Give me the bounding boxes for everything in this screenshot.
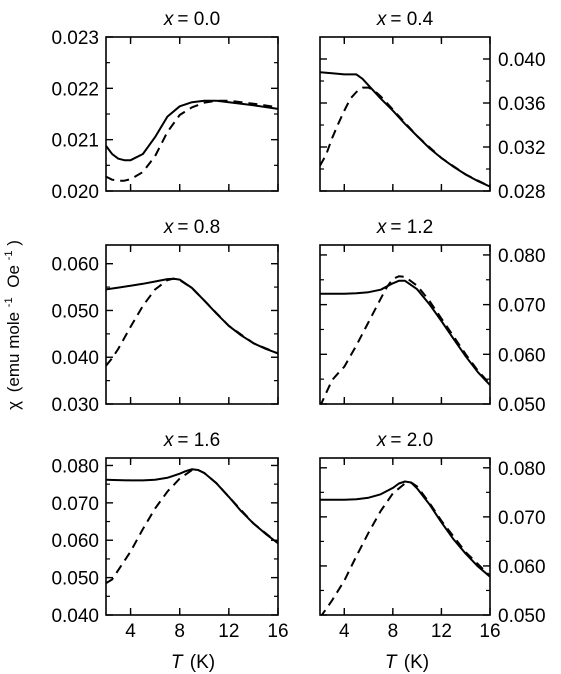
plot-frame [105, 457, 279, 616]
panel-3: 0.050 0.060 0.070 0.080 x = 1.2 [319, 217, 546, 416]
y-tick-label: 0.050 [498, 606, 546, 627]
y-tick-label: 0.022 [51, 79, 99, 100]
y-tick-label: 0.020 [51, 182, 99, 203]
y-tick-label: 0.032 [498, 138, 546, 159]
x-axis-label-right: T (K) [385, 652, 429, 673]
series-line-solid [320, 480, 490, 578]
y-tick-label: 0.070 [498, 508, 546, 529]
panel-title-value: = 0.8 [177, 217, 220, 238]
panel-title: x = 0.0 [163, 9, 220, 30]
series-line-dashed [106, 99, 278, 182]
panel-title-value: = 1.6 [177, 430, 220, 451]
panel-title-value: = 0.0 [177, 9, 220, 30]
plot-frame [319, 457, 491, 616]
panel-4: 4 8 12 16 0.040 0.050 0.060 0.070 0.080 x = 1.6 [51, 430, 288, 642]
panel-title: x = 1.6 [163, 430, 220, 451]
y-tick-label: 0.050 [51, 301, 99, 322]
y-tick-label: 0.070 [51, 494, 99, 515]
x-tick-label: 16 [479, 621, 500, 642]
y-tick-label: 0.040 [51, 606, 99, 627]
y-tick-label: 0.080 [498, 246, 546, 267]
panel-title-var: x [163, 9, 175, 30]
x-tick-label: 8 [388, 621, 399, 642]
panel-title-var: x [376, 9, 388, 30]
x-tick-label: 8 [174, 621, 185, 642]
plot-frame [105, 244, 279, 405]
panel-title-var: x [163, 217, 175, 238]
series-line-solid [320, 71, 490, 188]
x-axis-label-left: T (K) [171, 652, 215, 673]
y-tick-label: 0.080 [51, 456, 99, 477]
x-tick-label: 12 [218, 621, 239, 642]
series-line-solid [106, 99, 278, 162]
plot-frame [319, 36, 491, 192]
series-line-dashed [320, 275, 490, 404]
panel-title: x = 0.8 [163, 217, 220, 238]
y-axis-label: χ (emu mole -1 Oe -1 ) [0, 240, 23, 410]
y-tick-label: 0.060 [51, 531, 99, 552]
panel-title-value: = 1.2 [390, 217, 433, 238]
panel-title-var: x [376, 217, 388, 238]
series-line-solid [320, 279, 490, 386]
y-tick-label: 0.040 [51, 348, 99, 369]
y-tick-label: 0.070 [498, 296, 546, 317]
y-tick-label: 0.060 [51, 255, 99, 276]
x-tick-label: 4 [125, 621, 136, 642]
y-tick-label: 0.060 [498, 557, 546, 578]
plot-frame [105, 36, 279, 192]
x-tick-label: 12 [431, 621, 452, 642]
panel-0: 0.020 0.021 0.022 0.023 x = 0.0 [51, 9, 279, 203]
panel-title-value: = 0.4 [390, 9, 433, 30]
series-line-dashed [320, 481, 490, 615]
y-tick-label: 0.060 [498, 345, 546, 366]
series-line-solid [106, 468, 278, 544]
panel-1: 0.028 0.032 0.036 0.040 x = 0.4 [319, 9, 546, 203]
y-tick-label: 0.023 [51, 28, 99, 49]
y-tick-label: 0.036 [498, 94, 546, 115]
y-tick-label: 0.080 [498, 459, 546, 480]
panel-title: x = 2.0 [376, 430, 433, 451]
panel-title-var: x [163, 430, 175, 451]
x-tick-label: 4 [339, 621, 350, 642]
y-tick-label: 0.028 [498, 182, 546, 203]
plot-frame [319, 244, 491, 405]
y-tick-label: 0.040 [498, 50, 546, 71]
series-line-dashed [106, 277, 278, 367]
y-tick-label: 0.050 [498, 395, 546, 416]
panel-title: x = 0.4 [376, 9, 434, 30]
panel-5: 4 8 12 160.050 0.060 0.070 0.080 x = 2.0 [319, 430, 546, 642]
x-tick-label: 16 [267, 621, 288, 642]
series-line-dashed [106, 469, 278, 585]
panel-title-var: x [376, 430, 388, 451]
panel-title: x = 1.2 [376, 217, 433, 238]
panel-title-value: = 2.0 [390, 430, 433, 451]
series-line-dashed [320, 86, 490, 188]
y-tick-label: 0.030 [51, 395, 99, 416]
y-tick-label: 0.021 [51, 131, 99, 152]
panel-2: 0.030 0.040 0.050 0.060 x = 0.8 [51, 217, 279, 416]
y-tick-label: 0.050 [51, 569, 99, 590]
